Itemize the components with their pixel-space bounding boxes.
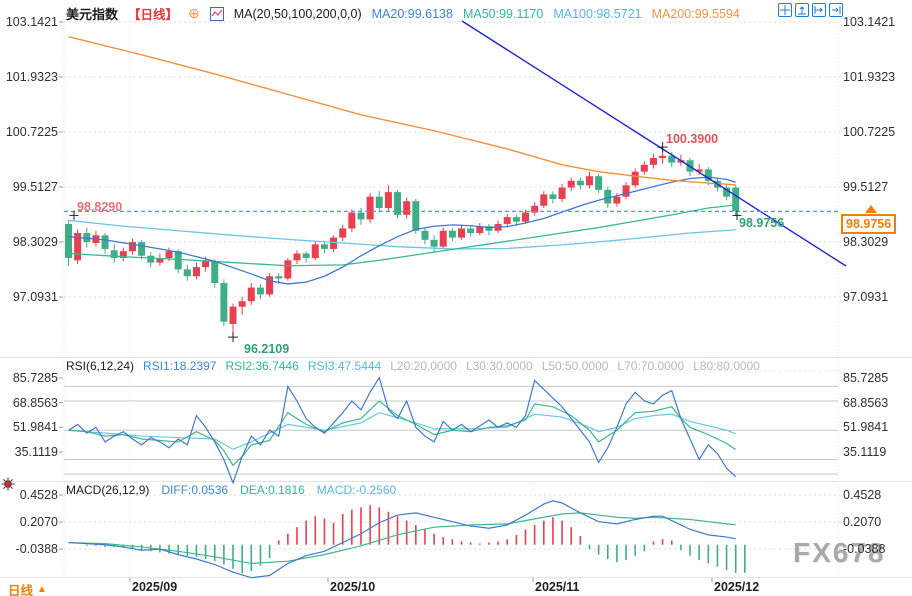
macd-axis-label-left: -0.0388 [15,541,58,556]
scale-y-axis-button[interactable] [795,3,809,17]
date-axis-label: 2025/12 [714,580,760,594]
price-axis-label-left: 98.3029 [12,234,58,249]
rsi-axis-label-left: 85.7285 [12,371,58,385]
rsi-level-50: L50:50.0000 [541,359,609,373]
rsi-axis-label-left: 51.9841 [12,420,58,435]
scale-x-axis-button[interactable] [812,3,826,17]
ma100-value: MA100:98.5721 [553,6,642,21]
macd-title: MACD(26,12,9) [66,483,150,497]
rsi-level-70: L70:70.0000 [617,359,685,373]
chart-header: 美元指数 【日线】 ⊕ MA(20,50,100,200,0,0) MA20:9… [66,4,740,23]
rsi-axis-label-left: 68.8563 [12,395,58,410]
date-axis-label: 2025/09 [132,580,178,594]
macd-diff-value: DIFF:0.0536 [161,483,229,497]
date-axis-label: 2025/10 [330,580,376,594]
period-tag: 【日线】 [128,8,179,22]
macd-axis-label-right: -0.0388 [843,541,886,556]
hline-price-label: 98.8290 [77,200,123,214]
rsi-axis-label-left: 35.1119 [14,445,58,459]
price-axis-label-left: 97.0931 [12,289,58,304]
macd-macd-value: MACD:-0.2560 [316,483,397,497]
price-axis-label-left: 100.7225 [5,124,58,139]
macd-axis-label-left: 0.4528 [19,488,58,502]
price-up-arrow-icon [865,205,877,213]
price-axis-label-right: 97.0931 [843,289,889,304]
ma-settings-label: MA(20,50,100,200,0,0) [233,6,362,21]
high-price-label: 100.3900 [666,132,719,146]
price-axis-label-right: 100.7225 [843,124,896,139]
rsi3-value: RSI3:47.5444 [307,359,382,373]
period-tab-arrow-icon: ▲ [37,584,47,595]
price-axis-label-left: 101.9323 [5,69,58,84]
rsi-title: RSI(6,12,24) [66,359,135,373]
rsi2-value: RSI2:36.7446 [225,359,299,373]
rsi-axis-label-right: 85.7285 [843,371,889,385]
rsi1-value: RSI1:18.2397 [143,359,217,373]
price-axis-label-right: 101.9323 [843,69,896,84]
jump-to-latest-button[interactable] [829,3,843,17]
ma200-value: MA200:99.5594 [651,6,740,21]
period-tab-label: 日线 [8,584,34,596]
macd-axis-label-right: 0.2070 [843,514,882,529]
macd-dea-value: DEA:0.1816 [240,483,305,497]
price-axis-label-right: 99.5127 [843,179,889,194]
period-tab[interactable]: 日线 ▲ [8,580,47,596]
price-axis-label-right: 98.3029 [843,234,889,249]
rsi-header: RSI(6,12,24) RSI1:18.2397 RSI2:36.7446 R… [66,359,760,373]
rsi-level-30: L30:30.0000 [465,359,533,373]
rsi-level-80: L80:80.0000 [693,359,760,373]
watermark: FX678 [793,537,886,568]
rsi-axis-label-right: 68.8563 [843,395,889,410]
macd-axis-label-right: 0.4528 [843,488,882,502]
macd-axis-label-left: 0.2070 [19,514,58,529]
macd-header: MACD(26,12,9) DIFF:0.0536 DEA:0.1816 MAC… [66,483,396,497]
rsi-axis-label-right: 51.9841 [843,420,889,435]
ma20-value: MA20:99.6138 [371,6,453,21]
price-axis-label-right: 103.1421 [843,15,896,29]
low-price-label: 96.2109 [244,342,290,356]
symbol-name: 美元指数 [66,7,119,22]
crosshair-tool-button[interactable] [778,3,792,17]
rsi-axis-label-right: 35.1119 [843,445,887,459]
price-axis-label-left: 99.5127 [12,179,58,194]
date-axis-label: 2025/11 [535,580,580,594]
expand-icon[interactable]: ⊕ [188,5,200,21]
chart-toolbar [778,3,843,17]
last-close-label: 98.9756 [739,216,785,230]
price-axis-label-left: 103.1421 [5,15,58,29]
rsi-level-20: L20:20.0000 [390,359,457,373]
ma50-value: MA50:99.1170 [462,6,544,21]
indicator-alert-icon[interactable] [1,477,15,496]
chart-type-icon[interactable] [209,6,224,21]
current-price-axis-box: 98.9756 [841,214,897,234]
